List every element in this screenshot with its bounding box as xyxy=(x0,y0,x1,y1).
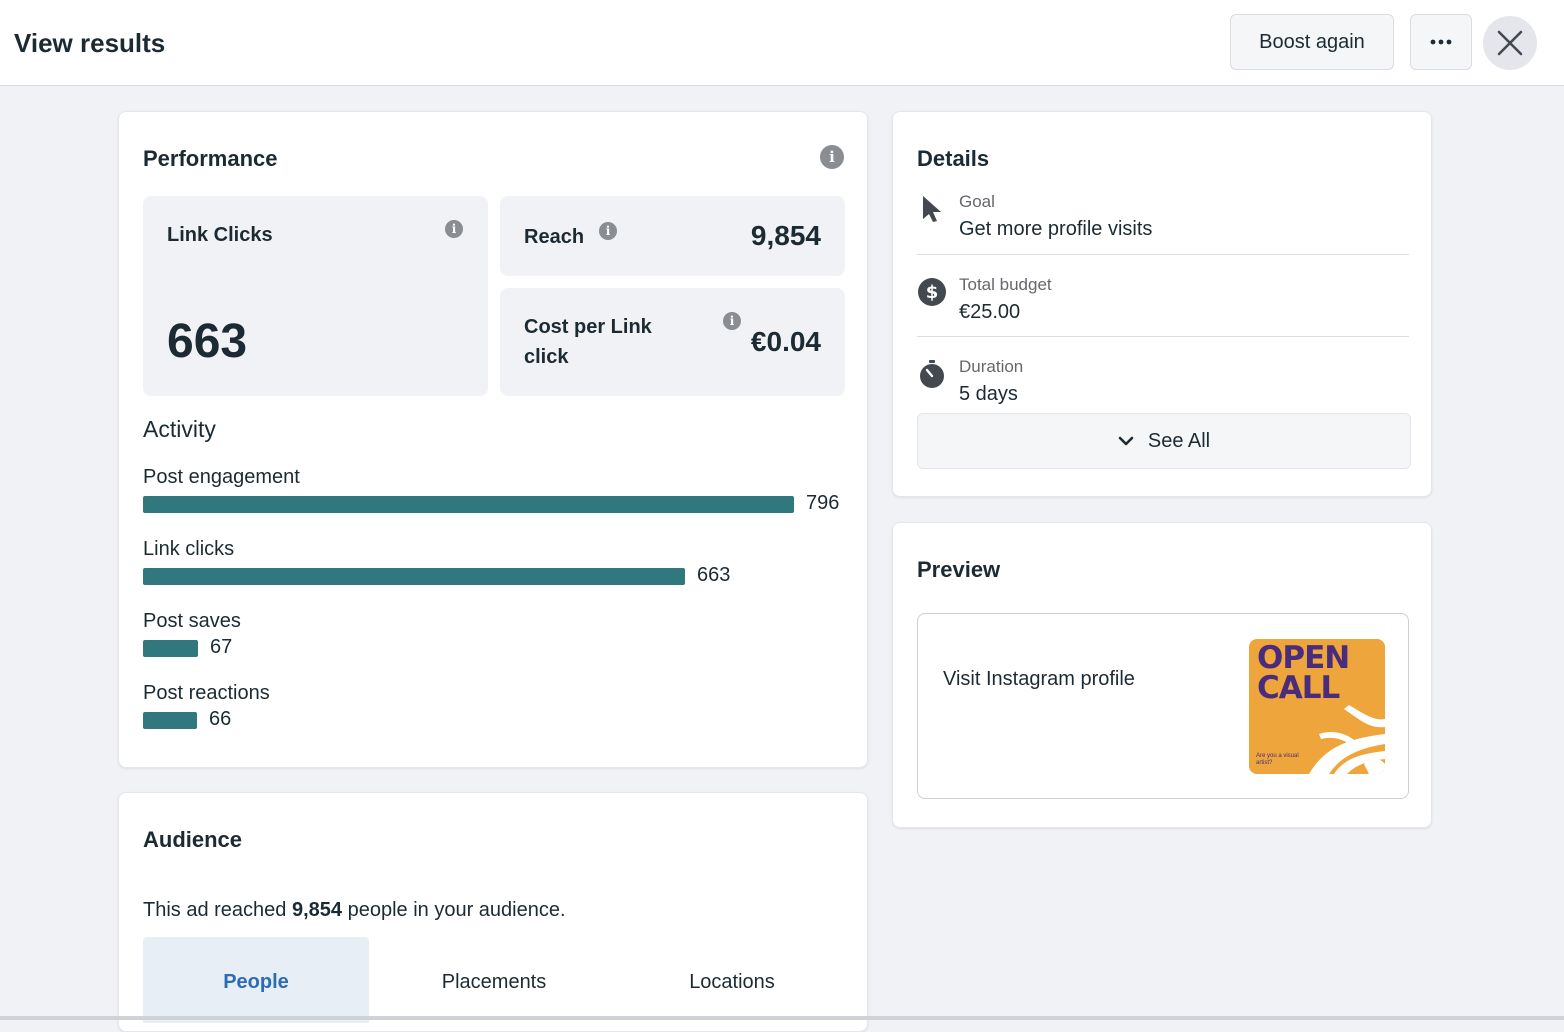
divider xyxy=(917,254,1409,255)
header-bar: View results Boost again xyxy=(0,0,1564,86)
activity-label: Post saves xyxy=(143,610,241,632)
activity-row: Link clicks 663 xyxy=(143,538,853,602)
performance-title: Performance xyxy=(143,146,278,171)
audience-card: Audience This ad reached 9,854 people in… xyxy=(118,792,868,1032)
activity-title: Activity xyxy=(143,416,216,442)
audience-count: 9,854 xyxy=(291,899,343,921)
tab-locations[interactable]: Locations xyxy=(689,971,775,993)
see-all-button[interactable]: See All xyxy=(917,413,1411,469)
activity-value: 663 xyxy=(697,564,731,586)
budget-label: Total budget xyxy=(959,275,1052,294)
activity-row: Post engagement 796 xyxy=(143,466,853,530)
see-all-label: See All xyxy=(1147,429,1211,452)
cost-per-link-click-metric: Cost per Link click i €0.04 xyxy=(500,288,845,396)
reach-value: 9,854 xyxy=(750,220,821,251)
budget-row: $ Total budget €25.00 xyxy=(917,275,1409,331)
duration-row: Duration 5 days xyxy=(917,357,1409,413)
chevron-down-icon xyxy=(1118,436,1134,446)
boost-again-button[interactable]: Boost again xyxy=(1230,14,1394,70)
cost-per-link-click-value: €0.04 xyxy=(750,326,821,357)
performance-card: Performance i Link Clicks i 663 Reach i … xyxy=(118,111,868,768)
goal-value: Get more profile visits xyxy=(959,218,1153,240)
page-title: View results xyxy=(14,28,166,58)
goal-row: Goal Get more profile visits xyxy=(917,192,1409,248)
activity-label: Post engagement xyxy=(143,466,300,488)
link-clicks-value: 663 xyxy=(167,315,248,368)
cursor-icon xyxy=(923,196,941,222)
close-button[interactable] xyxy=(1483,16,1537,70)
window-bottom-edge xyxy=(0,1016,1564,1020)
zebra-pattern-image xyxy=(1309,705,1385,774)
stopwatch-icon xyxy=(920,360,944,388)
activity-label: Post reactions xyxy=(143,682,270,704)
goal-label: Goal xyxy=(959,192,995,211)
thumb-headline: OPEN CALL xyxy=(1257,640,1350,706)
activity-bar xyxy=(143,640,198,657)
info-icon[interactable]: i xyxy=(723,312,741,330)
duration-value: 5 days xyxy=(959,383,1018,405)
cost-per-link-click-label: Cost per Link click xyxy=(524,316,652,368)
preview-thumbnail: OPEN CALL Are you a visual artist? xyxy=(1249,639,1385,774)
tab-people[interactable]: People xyxy=(143,937,369,1023)
scrollbar[interactable] xyxy=(1558,86,1564,1020)
close-icon xyxy=(1497,30,1523,56)
preview-title: Preview xyxy=(917,557,1001,582)
activity-value: 66 xyxy=(209,708,232,730)
activity-row: Post saves 67 xyxy=(143,610,853,674)
divider xyxy=(917,336,1409,337)
tab-placements[interactable]: Placements xyxy=(441,971,547,993)
details-card: Details Goal Get more profile visits $ T… xyxy=(892,111,1432,497)
info-icon[interactable]: i xyxy=(820,145,844,169)
activity-row: Post reactions 66 xyxy=(143,682,853,746)
preview-card: Preview Visit Instagram profile OPEN CAL… xyxy=(892,522,1432,828)
reach-metric: Reach i 9,854 xyxy=(500,196,845,276)
activity-value: 796 xyxy=(806,492,840,514)
budget-value: €25.00 xyxy=(959,301,1021,323)
preview-cta: Visit Instagram profile xyxy=(943,668,1135,690)
link-clicks-label: Link Clicks xyxy=(167,224,273,246)
dollar-icon: $ xyxy=(918,278,946,306)
svg-text:$: $ xyxy=(926,282,939,303)
reach-label: Reach xyxy=(524,226,585,248)
info-icon[interactable]: i xyxy=(445,220,463,238)
link-clicks-metric: Link Clicks i 663 xyxy=(143,196,488,396)
audience-summary: This ad reached 9,854 people in your aud… xyxy=(143,899,566,921)
activity-value: 67 xyxy=(210,636,233,658)
more-icon xyxy=(1430,39,1452,45)
duration-label: Duration xyxy=(959,357,1024,376)
thumb-subtext: Are you a visual artist? xyxy=(1256,753,1299,766)
activity-bar xyxy=(143,568,685,585)
more-options-button[interactable] xyxy=(1410,14,1472,70)
info-icon[interactable]: i xyxy=(599,222,617,240)
activity-bar xyxy=(143,496,794,513)
details-title: Details xyxy=(917,146,990,171)
preview-ad[interactable]: Visit Instagram profile OPEN CALL Are yo… xyxy=(917,613,1409,799)
audience-title: Audience xyxy=(143,827,243,852)
activity-label: Link clicks xyxy=(143,538,235,560)
activity-bar xyxy=(143,712,197,729)
